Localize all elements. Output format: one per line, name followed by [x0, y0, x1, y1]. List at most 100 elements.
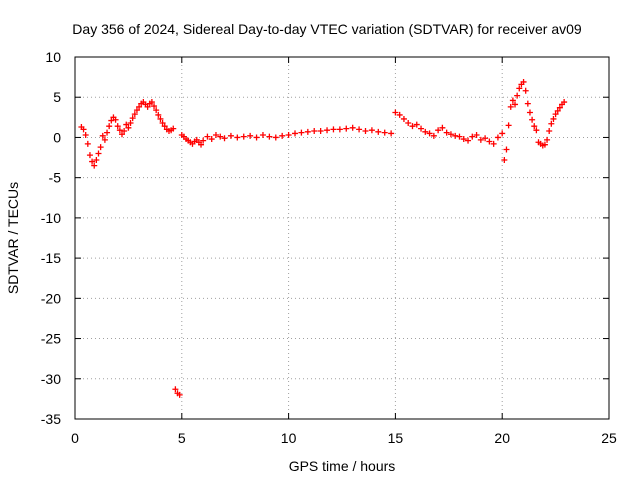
- data-point: [392, 109, 399, 116]
- data-point: [356, 126, 363, 133]
- data-point: [204, 133, 211, 140]
- data-point: [234, 134, 241, 141]
- data-point: [400, 115, 407, 122]
- data-point: [418, 125, 425, 132]
- data-point: [439, 124, 446, 131]
- data-point: [503, 146, 510, 153]
- y-tick-label: -5: [49, 170, 62, 186]
- data-point: [157, 115, 164, 122]
- data-point: [97, 144, 104, 151]
- data-point: [482, 135, 489, 142]
- data-point: [505, 122, 512, 129]
- data-point: [125, 124, 132, 131]
- data-point: [544, 136, 551, 143]
- x-tick-label: 0: [71, 430, 79, 446]
- data-point: [272, 134, 279, 141]
- y-axis-label: SDTVAR / TECUs: [5, 182, 21, 294]
- data-point: [447, 131, 454, 138]
- data-point: [108, 117, 115, 124]
- data-point: [198, 141, 205, 148]
- grid-lines: [75, 57, 609, 419]
- data-point: [101, 136, 108, 143]
- data-point: [129, 115, 136, 122]
- data-point: [91, 162, 98, 169]
- data-point: [477, 136, 484, 143]
- data-point: [89, 158, 96, 165]
- x-tick-label: 5: [178, 430, 186, 446]
- data-point: [266, 133, 273, 140]
- data-point: [144, 103, 151, 110]
- data-point: [136, 103, 143, 110]
- data-point: [456, 133, 463, 140]
- data-point: [217, 133, 224, 140]
- data-point: [531, 123, 538, 130]
- data-point: [550, 115, 557, 122]
- data-point: [279, 132, 286, 139]
- data-point: [159, 119, 166, 126]
- data-point: [405, 119, 412, 126]
- data-point: [509, 97, 516, 104]
- data-point: [172, 386, 179, 393]
- data-point: [381, 129, 388, 136]
- data-point: [118, 131, 125, 138]
- chart-title: Day 356 of 2024, Sidereal Day-to-day VTE…: [72, 21, 582, 37]
- data-point: [473, 132, 480, 139]
- y-tick-label: -10: [41, 210, 61, 226]
- x-tick-label: 15: [388, 430, 404, 446]
- data-point: [212, 132, 219, 139]
- data-point: [247, 132, 254, 139]
- data-point: [465, 137, 472, 144]
- data-point: [155, 111, 162, 118]
- y-tick-label: -25: [41, 331, 61, 347]
- data-points: [78, 78, 568, 398]
- data-point: [516, 85, 523, 92]
- data-point: [520, 78, 527, 85]
- data-point: [330, 126, 337, 133]
- data-point: [494, 134, 501, 141]
- data-point: [240, 133, 247, 140]
- data-point: [514, 92, 521, 99]
- x-axis-label: GPS time / hours: [289, 458, 396, 474]
- data-point: [114, 123, 121, 130]
- data-point: [499, 130, 506, 137]
- data-point: [548, 120, 555, 127]
- data-point: [116, 127, 123, 134]
- data-point: [161, 123, 168, 130]
- y-tick-label: 10: [45, 49, 61, 65]
- data-point: [176, 391, 183, 398]
- data-point: [221, 135, 228, 142]
- data-point: [148, 99, 155, 106]
- data-point: [529, 116, 536, 123]
- y-tick-label: -30: [41, 371, 61, 387]
- data-point: [311, 128, 318, 135]
- data-point: [84, 140, 91, 147]
- data-point: [388, 130, 395, 137]
- data-point: [151, 103, 158, 110]
- data-point: [133, 107, 140, 114]
- data-point: [82, 132, 89, 139]
- data-point: [121, 128, 128, 135]
- y-tick-label: 5: [53, 89, 61, 105]
- data-point: [99, 132, 106, 139]
- data-point: [208, 136, 215, 143]
- data-point: [443, 129, 450, 136]
- data-point: [95, 150, 102, 157]
- data-point: [554, 107, 561, 114]
- data-point: [469, 133, 476, 140]
- data-point: [460, 136, 467, 143]
- data-point: [524, 100, 531, 107]
- data-point: [362, 128, 369, 135]
- data-point: [93, 156, 100, 163]
- data-point: [259, 132, 266, 139]
- data-point: [546, 128, 553, 135]
- data-point: [298, 129, 305, 136]
- data-point: [292, 130, 299, 137]
- data-point: [200, 137, 207, 144]
- data-point: [336, 126, 343, 133]
- data-point: [409, 123, 416, 130]
- data-point: [426, 130, 433, 137]
- data-point: [375, 128, 382, 135]
- data-point: [285, 132, 292, 139]
- x-tick-label: 25: [601, 430, 617, 446]
